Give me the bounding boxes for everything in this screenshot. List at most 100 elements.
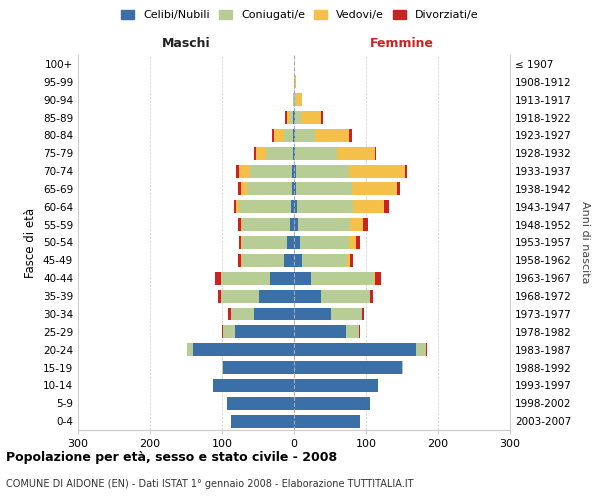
Bar	[254, 147, 256, 160]
Bar	[230, 414, 294, 428]
Bar	[294, 200, 297, 213]
Bar	[222, 361, 223, 374]
Bar	[374, 272, 376, 284]
Bar	[292, 182, 294, 196]
Bar	[272, 129, 274, 142]
Bar	[238, 218, 241, 231]
Bar	[218, 290, 221, 302]
Bar	[311, 272, 374, 284]
Bar	[270, 272, 294, 284]
Bar	[297, 200, 353, 213]
Bar	[286, 111, 287, 124]
Bar	[223, 361, 294, 374]
Bar	[349, 129, 352, 142]
Bar	[238, 254, 241, 267]
Bar	[227, 397, 294, 409]
Bar	[296, 182, 352, 196]
Bar	[353, 200, 384, 213]
Bar	[294, 236, 301, 249]
Bar	[287, 236, 294, 249]
Bar	[346, 326, 359, 338]
Bar	[296, 93, 302, 106]
Bar	[274, 129, 284, 142]
Bar	[296, 164, 349, 177]
Bar	[247, 182, 292, 196]
Bar	[347, 254, 350, 267]
Bar	[292, 164, 294, 177]
Bar	[293, 111, 294, 124]
Bar	[293, 93, 294, 106]
Bar	[223, 326, 235, 338]
Bar	[242, 218, 290, 231]
Y-axis label: Fasce di età: Fasce di età	[25, 208, 37, 278]
Bar	[291, 200, 294, 213]
Text: Popolazione per età, sesso e stato civile - 2008: Popolazione per età, sesso e stato civil…	[6, 451, 337, 464]
Bar	[242, 236, 287, 249]
Bar	[295, 111, 301, 124]
Bar	[402, 361, 403, 374]
Bar	[374, 147, 376, 160]
Bar	[241, 236, 242, 249]
Bar	[290, 111, 293, 124]
Bar	[356, 236, 359, 249]
Bar	[295, 76, 296, 88]
Bar	[284, 254, 294, 267]
Bar	[349, 164, 405, 177]
Bar	[301, 111, 322, 124]
Bar	[230, 308, 254, 320]
Bar	[294, 147, 295, 160]
Bar	[294, 182, 296, 196]
Bar	[294, 164, 296, 177]
Bar	[254, 308, 294, 320]
Bar	[214, 379, 294, 392]
Bar	[362, 308, 364, 320]
Bar	[295, 147, 337, 160]
Bar	[376, 272, 381, 284]
Bar	[287, 111, 290, 124]
Bar	[294, 76, 295, 88]
Bar	[242, 254, 284, 267]
Bar	[405, 164, 407, 177]
Bar	[294, 93, 296, 106]
Bar	[416, 343, 427, 356]
Bar	[235, 326, 294, 338]
Bar	[315, 129, 349, 142]
Bar	[294, 272, 311, 284]
Bar	[293, 147, 294, 160]
Bar	[236, 164, 239, 177]
Bar	[350, 218, 363, 231]
Legend: Celibi/Nubili, Coniugati/e, Vedovi/e, Divorziati/e: Celibi/Nubili, Coniugati/e, Vedovi/e, Di…	[117, 6, 483, 25]
Bar	[294, 290, 322, 302]
Bar	[238, 182, 241, 196]
Bar	[241, 218, 242, 231]
Bar	[322, 290, 370, 302]
Bar	[350, 254, 353, 267]
Bar	[384, 200, 389, 213]
Bar	[222, 326, 223, 338]
Bar	[294, 129, 295, 142]
Bar	[241, 254, 242, 267]
Bar	[239, 236, 241, 249]
Bar	[234, 200, 236, 213]
Bar	[294, 379, 377, 392]
Bar	[256, 147, 266, 160]
Bar	[352, 182, 397, 196]
Bar	[239, 164, 250, 177]
Bar	[397, 182, 400, 196]
Text: Femmine: Femmine	[370, 36, 434, 50]
Bar	[294, 361, 402, 374]
Bar	[241, 182, 247, 196]
Bar	[215, 272, 221, 284]
Y-axis label: Anni di nascita: Anni di nascita	[580, 201, 590, 284]
Bar	[236, 200, 239, 213]
Bar	[294, 414, 360, 428]
Bar	[193, 343, 294, 356]
Bar	[349, 236, 356, 249]
Bar	[322, 111, 323, 124]
Bar	[228, 308, 230, 320]
Bar	[284, 129, 293, 142]
Bar	[294, 397, 370, 409]
Bar	[293, 129, 294, 142]
Text: Maschi: Maschi	[161, 36, 211, 50]
Bar	[250, 164, 292, 177]
